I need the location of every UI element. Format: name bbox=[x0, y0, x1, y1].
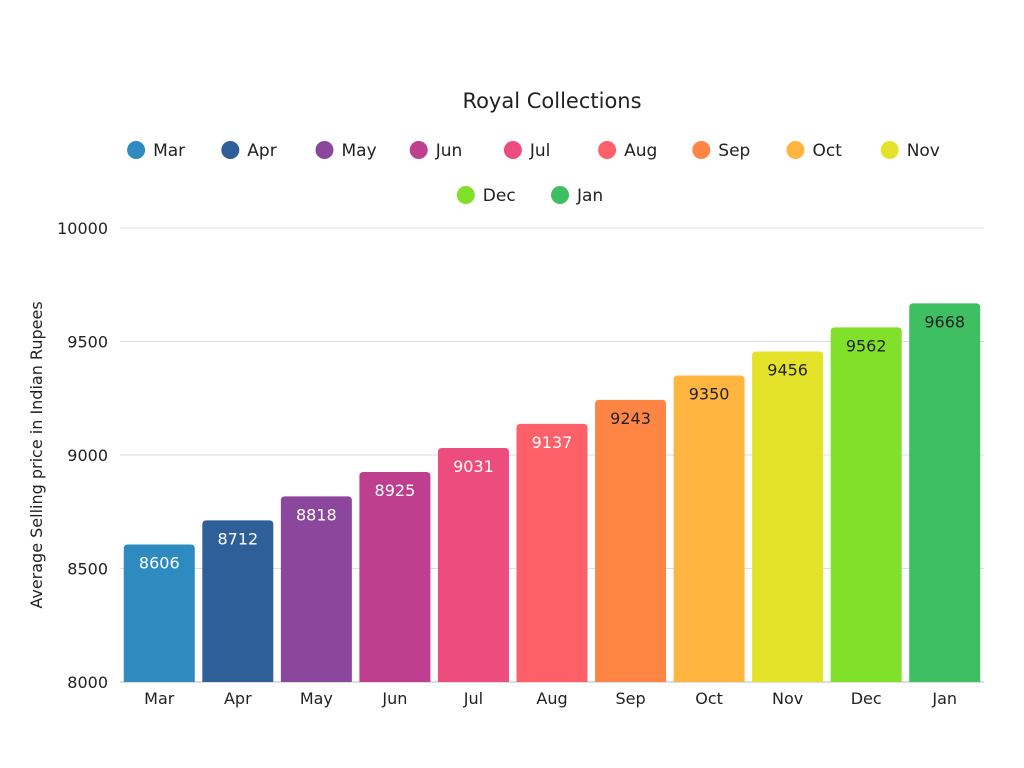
bar-dec bbox=[830, 327, 902, 682]
data-label: 9243 bbox=[610, 409, 651, 428]
legend-marker bbox=[503, 141, 522, 159]
legend-label: Jul bbox=[529, 141, 551, 161]
legend-marker bbox=[456, 186, 475, 204]
legend-item-apr[interactable]: Apr bbox=[221, 141, 277, 161]
legend-item-jan[interactable]: Jan bbox=[551, 186, 603, 206]
bar-jan bbox=[909, 303, 981, 682]
data-label: 8925 bbox=[375, 481, 416, 500]
data-label: 8606 bbox=[139, 553, 180, 572]
x-tick-label: Apr bbox=[224, 689, 252, 708]
y-tick-label: 9500 bbox=[67, 333, 108, 352]
legend-label: May bbox=[342, 141, 377, 161]
bar-oct bbox=[673, 375, 745, 682]
legend-marker bbox=[598, 141, 617, 159]
x-tick-label: Dec bbox=[851, 689, 882, 708]
data-label: 9668 bbox=[924, 312, 965, 331]
legend-item-nov[interactable]: Nov bbox=[880, 141, 940, 161]
x-axis-ticks: Mar Apr May Jun Jul Aug Sep Oct Nov Dec Jan bbox=[144, 689, 957, 708]
x-tick-label: Aug bbox=[536, 689, 567, 708]
x-tick-label: Mar bbox=[144, 689, 175, 708]
legend: Mar Apr May Jun Jul Aug Sep Oct Nov Dec Jan bbox=[127, 141, 940, 206]
x-tick-label: Sep bbox=[615, 689, 645, 708]
legend-marker bbox=[221, 141, 240, 159]
legend-label: Dec bbox=[483, 186, 516, 206]
legend-item-may[interactable]: May bbox=[315, 141, 377, 161]
data-label: 8818 bbox=[296, 505, 337, 524]
legend-marker bbox=[880, 141, 899, 159]
data-label: 9456 bbox=[767, 360, 808, 379]
legend-item-dec[interactable]: Dec bbox=[456, 186, 516, 206]
bar-jun bbox=[359, 472, 431, 682]
legend-marker bbox=[786, 141, 805, 159]
bar-apr bbox=[202, 520, 274, 682]
y-axis-label: Average Selling price in Indian Rupees bbox=[27, 301, 46, 608]
bar-may bbox=[280, 496, 352, 682]
bar-aug bbox=[516, 423, 588, 682]
data-label: 8712 bbox=[217, 529, 258, 548]
chart-title: Royal Collections bbox=[462, 89, 641, 113]
data-label: 9031 bbox=[453, 457, 494, 476]
legend-label: Jun bbox=[435, 141, 463, 161]
x-tick-label: Nov bbox=[772, 689, 803, 708]
x-tick-label: Jan bbox=[931, 689, 957, 708]
x-tick-label: May bbox=[300, 689, 333, 708]
data-label: 9137 bbox=[532, 433, 573, 452]
legend-marker bbox=[551, 186, 569, 204]
y-tick-label: 10000 bbox=[57, 219, 108, 238]
legend-item-mar[interactable]: Mar bbox=[127, 141, 185, 161]
legend-marker bbox=[315, 141, 334, 159]
x-tick-label: Jul bbox=[463, 689, 483, 708]
y-tick-label: 8000 bbox=[67, 673, 108, 692]
y-axis-ticks: 8000 8500 9000 9500 10000 bbox=[57, 219, 108, 692]
legend-item-aug[interactable]: Aug bbox=[598, 141, 657, 161]
data-label: 9562 bbox=[846, 336, 887, 355]
bar-jul bbox=[437, 447, 509, 682]
legend-label: Sep bbox=[718, 141, 750, 161]
bar-nov bbox=[752, 351, 824, 682]
legend-item-jul[interactable]: Jul bbox=[503, 141, 551, 161]
bars: 8606 8712 8818 8925 9031 9137 9243 9350 9456 9562… bbox=[123, 303, 981, 682]
legend-item-oct[interactable]: Oct bbox=[786, 141, 843, 161]
data-label: 9350 bbox=[689, 385, 730, 404]
legend-label: Nov bbox=[907, 141, 940, 161]
legend-item-jun[interactable]: Jun bbox=[409, 141, 463, 161]
bar-mar bbox=[123, 544, 195, 682]
x-tick-label: Oct bbox=[695, 689, 723, 708]
y-tick-label: 8500 bbox=[67, 560, 108, 579]
legend-marker bbox=[409, 141, 428, 159]
legend-marker bbox=[127, 141, 146, 159]
legend-item-sep[interactable]: Sep bbox=[692, 141, 750, 161]
legend-label: Jan bbox=[576, 186, 603, 206]
legend-label: Oct bbox=[813, 141, 843, 161]
legend-label: Mar bbox=[153, 141, 185, 161]
x-tick-label: Jun bbox=[381, 689, 407, 708]
legend-label: Aug bbox=[624, 141, 657, 161]
legend-label: Apr bbox=[247, 141, 276, 161]
legend-marker bbox=[692, 141, 711, 159]
bar-sep bbox=[595, 399, 667, 682]
y-tick-label: 9000 bbox=[67, 446, 108, 465]
